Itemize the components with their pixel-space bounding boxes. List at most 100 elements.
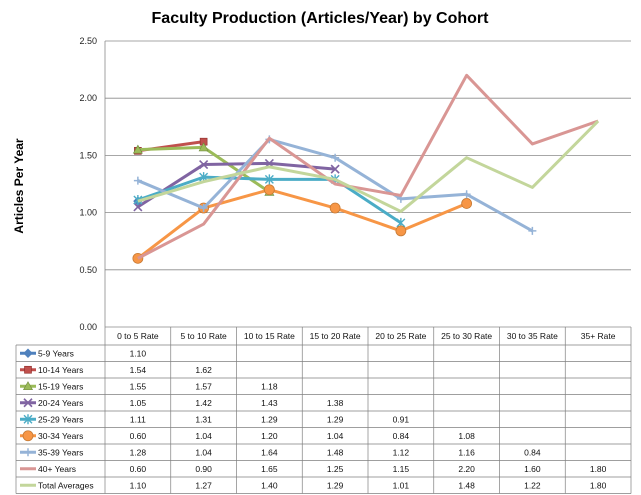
table-value: 1.16	[458, 447, 475, 457]
table-value: 0.84	[393, 431, 410, 441]
table-value: 1.57	[195, 381, 212, 391]
data-point	[199, 204, 208, 213]
data-point	[24, 448, 32, 457]
x-category-label: 15 to 20 Rate	[310, 331, 361, 341]
table-value: 1.54	[130, 365, 147, 375]
series-name: 30-34 Years	[38, 431, 83, 441]
table-value: 1.55	[130, 381, 147, 391]
series-name: 20-24 Years	[38, 398, 83, 408]
data-point	[22, 430, 34, 442]
series-total-averages	[137, 120, 600, 213]
series-line	[137, 120, 600, 213]
table-value: 2.20	[458, 464, 475, 474]
table-value: 1.15	[393, 464, 410, 474]
y-tick-label: 2.50	[79, 36, 97, 46]
series-40-years	[137, 73, 599, 260]
table-value: 1.60	[524, 464, 541, 474]
data-point	[264, 174, 274, 185]
data-point	[23, 348, 33, 358]
y-tick-label: 1.50	[79, 150, 97, 160]
table-value: 1.18	[261, 381, 278, 391]
data-point	[461, 198, 473, 209]
y-tick-label: 0.00	[79, 322, 97, 332]
data-point	[330, 164, 340, 174]
data-point	[24, 365, 32, 374]
data-point	[22, 381, 34, 391]
x-category-label: 35+ Rate	[581, 331, 616, 341]
x-category-label: 10 to 15 Rate	[244, 331, 295, 341]
table-value: 1.62	[195, 365, 212, 375]
series-name: Total Averages	[38, 480, 94, 490]
table-value: 1.10	[130, 348, 147, 358]
series-lines	[132, 73, 600, 264]
table-value: 1.65	[261, 464, 278, 474]
data-point	[133, 176, 142, 185]
data-point	[329, 202, 341, 214]
table-value: 1.29	[327, 480, 344, 490]
table-value: 0.60	[130, 464, 147, 474]
table-value: 1.29	[327, 414, 344, 424]
legend-key	[20, 365, 36, 374]
series-name: 25-29 Years	[38, 414, 83, 424]
table-value: 0.60	[130, 431, 147, 441]
gridlines	[104, 40, 631, 328]
data-point	[331, 153, 340, 162]
data-point	[395, 225, 407, 237]
table-value: 1.40	[261, 480, 278, 490]
data-point	[198, 142, 209, 152]
legend-key	[20, 448, 36, 457]
table-value: 1.48	[327, 447, 344, 457]
series-name: 35-39 Years	[38, 447, 83, 457]
table-value: 1.22	[524, 480, 541, 490]
data-point	[199, 159, 209, 170]
series-name: 40+ Years	[38, 464, 76, 474]
data-point	[23, 398, 33, 408]
y-tick-label: 2.00	[79, 93, 97, 103]
table-value: 1.42	[195, 398, 212, 408]
y-tick-label: 1.00	[79, 208, 97, 218]
table-value: 1.38	[327, 398, 344, 408]
legend-key	[20, 398, 36, 408]
table-value: 1.04	[195, 447, 212, 457]
table-value: 0.84	[524, 447, 541, 457]
table-value: 0.90	[195, 464, 212, 474]
data-point	[263, 184, 275, 196]
table-value: 1.20	[261, 431, 278, 441]
x-category-label: 5 to 10 Rate	[180, 331, 227, 341]
legend-key	[20, 414, 36, 425]
table-value: 1.43	[261, 398, 278, 408]
data-point	[133, 202, 143, 212]
table-value: 1.01	[393, 480, 410, 490]
series-name: 5-9 Years	[38, 348, 74, 358]
y-axis-label: Articles Per Year	[12, 138, 26, 234]
series-line	[137, 145, 271, 194]
table-value: 0.91	[393, 414, 410, 424]
table-value: 1.08	[458, 431, 475, 441]
table-value: 1.29	[261, 414, 278, 424]
x-category-label: 25 to 30 Rate	[441, 331, 492, 341]
table-value: 1.05	[130, 398, 147, 408]
x-category-label: 30 to 35 Rate	[507, 331, 558, 341]
table-value: 1.27	[195, 480, 212, 490]
table-value: 1.48	[458, 480, 475, 490]
legend-key	[20, 381, 36, 391]
data-point	[23, 414, 33, 425]
y-tick-label: 0.50	[79, 265, 97, 275]
series-name: 10-14 Years	[38, 365, 83, 375]
table-value: 1.28	[130, 447, 147, 457]
series-line	[137, 161, 336, 209]
x-category-label: 20 to 25 Rate	[375, 331, 426, 341]
x-category-label: 0 to 5 Rate	[117, 331, 159, 341]
table-value: 1.80	[590, 464, 607, 474]
legend-key	[20, 430, 36, 442]
series-line	[137, 73, 599, 260]
table-value: 1.11	[130, 414, 146, 424]
data-point	[132, 144, 143, 154]
data-table: 0 to 5 Rate 5 to 10 Rate 10 to 15 Rate 15 t…	[15, 327, 632, 494]
table-value: 1.10	[130, 480, 147, 490]
table-value: 1.04	[327, 431, 344, 441]
table-value: 1.04	[195, 431, 212, 441]
table-value: 1.64	[261, 447, 278, 457]
